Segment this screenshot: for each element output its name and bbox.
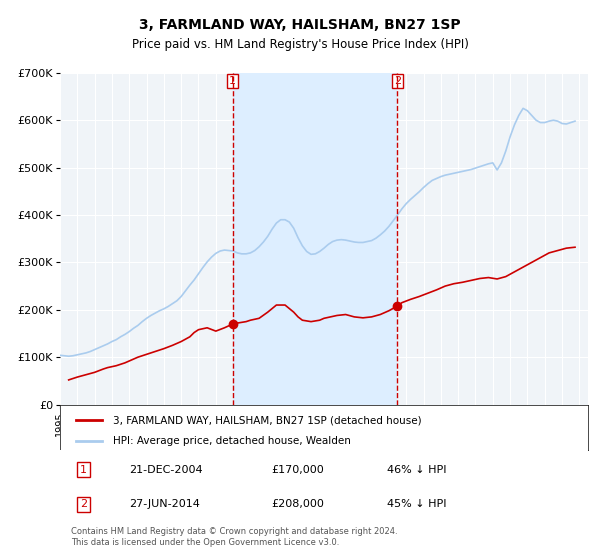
Text: 46% ↓ HPI: 46% ↓ HPI	[388, 465, 447, 474]
Point	[98, 437, 106, 444]
Text: 3, FARMLAND WAY, HAILSHAM, BN27 1SP: 3, FARMLAND WAY, HAILSHAM, BN27 1SP	[139, 18, 461, 32]
Text: £170,000: £170,000	[271, 465, 324, 474]
Text: 45% ↓ HPI: 45% ↓ HPI	[388, 500, 447, 509]
Text: 2: 2	[394, 76, 401, 86]
Text: 27-JUN-2014: 27-JUN-2014	[128, 500, 200, 509]
Text: 3, FARMLAND WAY, HAILSHAM, BN27 1SP (detached house): 3, FARMLAND WAY, HAILSHAM, BN27 1SP (det…	[113, 416, 421, 426]
Text: £208,000: £208,000	[271, 500, 324, 509]
Point	[98, 417, 106, 424]
Text: Contains HM Land Registry data © Crown copyright and database right 2024.
This d: Contains HM Land Registry data © Crown c…	[71, 528, 397, 547]
Text: 2: 2	[80, 500, 88, 509]
Text: HPI: Average price, detached house, Wealden: HPI: Average price, detached house, Weal…	[113, 436, 350, 446]
Text: 21-DEC-2004: 21-DEC-2004	[128, 465, 202, 474]
Text: Price paid vs. HM Land Registry's House Price Index (HPI): Price paid vs. HM Land Registry's House …	[131, 38, 469, 52]
Point	[72, 417, 79, 424]
Text: 1: 1	[229, 76, 236, 86]
Bar	[233, 73, 397, 404]
Text: 1: 1	[80, 465, 87, 474]
Point	[72, 437, 79, 444]
